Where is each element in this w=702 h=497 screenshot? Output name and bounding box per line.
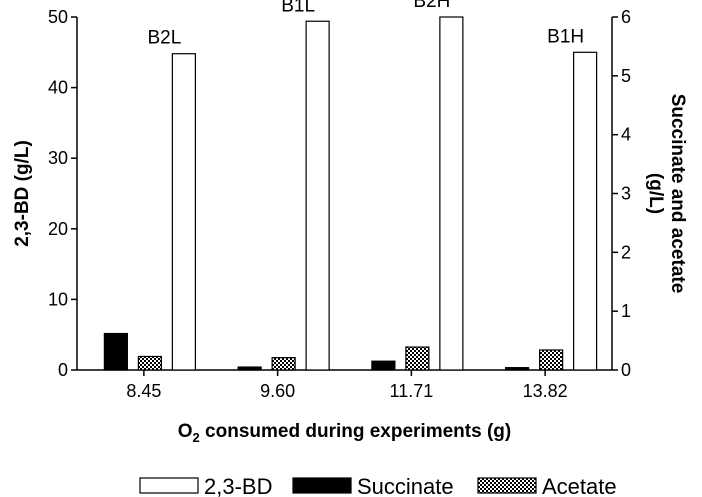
condition-label: B2L [147, 28, 181, 49]
right-y-axis-title-line2: (g/L) [645, 173, 666, 214]
bar-acetate [539, 349, 564, 371]
legend-swatch-2-3-bd [139, 477, 199, 494]
bar-2-3-bd [305, 20, 330, 371]
x-axis-title-main: O [178, 421, 193, 442]
right-tick-label: 6 [621, 7, 631, 27]
x-tick-label: 9.60 [260, 381, 295, 401]
left-y-axis-title: 2,3-BD (g/L) [12, 140, 33, 247]
bars-group [103, 16, 598, 371]
x-axis-title-rest: consumed during experiments (g) [200, 421, 511, 442]
right-tick-label: 5 [621, 66, 631, 86]
x-tick-label: 11.71 [390, 381, 434, 401]
bar-2-3-bd [171, 53, 196, 371]
left-tick-label: 20 [48, 219, 68, 239]
bar-succinate [505, 367, 530, 371]
legend-label: Acetate [542, 474, 617, 497]
bar-2-3-bd [573, 51, 598, 371]
right-tick-label: 4 [621, 125, 631, 145]
x-tick-label: 8.45 [126, 381, 161, 401]
right-tick-label: 1 [621, 301, 631, 321]
left-tick-label: 0 [58, 360, 68, 380]
bar-2-3-bd [439, 16, 464, 371]
legend-label: 2,3-BD [204, 474, 272, 497]
right-tick-label: 3 [621, 184, 631, 204]
bar-succinate [103, 332, 128, 371]
axes-group: 0 10 20 30 40 50 0 1 2 3 4 5 6 8.45 9.60 11.71 13.82 [48, 7, 631, 401]
x-tick-label: 13.82 [523, 381, 568, 401]
bar-acetate [137, 355, 162, 371]
legend: 2,3-BD Succinate Acetate [139, 474, 617, 497]
condition-label: B1H [547, 26, 584, 47]
left-tick-label: 50 [48, 7, 68, 27]
right-y-axis-title-line1: Succinate and acetate [667, 94, 688, 294]
condition-label: B2H [413, 0, 450, 12]
x-axis-title-subscript: 2 [193, 430, 200, 445]
condition-label: B1L [281, 0, 315, 16]
right-tick-label: 2 [621, 242, 631, 262]
legend-swatch-acetate [477, 477, 537, 494]
legend-swatch-succinate [292, 477, 352, 494]
legend-label: Succinate [357, 474, 454, 497]
bar-acetate [405, 346, 430, 371]
right-tick-label: 0 [621, 360, 631, 380]
bar-succinate [237, 366, 262, 371]
bar-acetate [271, 357, 296, 371]
left-tick-label: 10 [48, 289, 68, 309]
left-tick-label: 30 [48, 148, 68, 168]
x-axis-title: O2 consumed during experiments (g) [178, 421, 511, 445]
left-tick-label: 40 [48, 78, 68, 98]
bar-succinate [371, 360, 396, 371]
